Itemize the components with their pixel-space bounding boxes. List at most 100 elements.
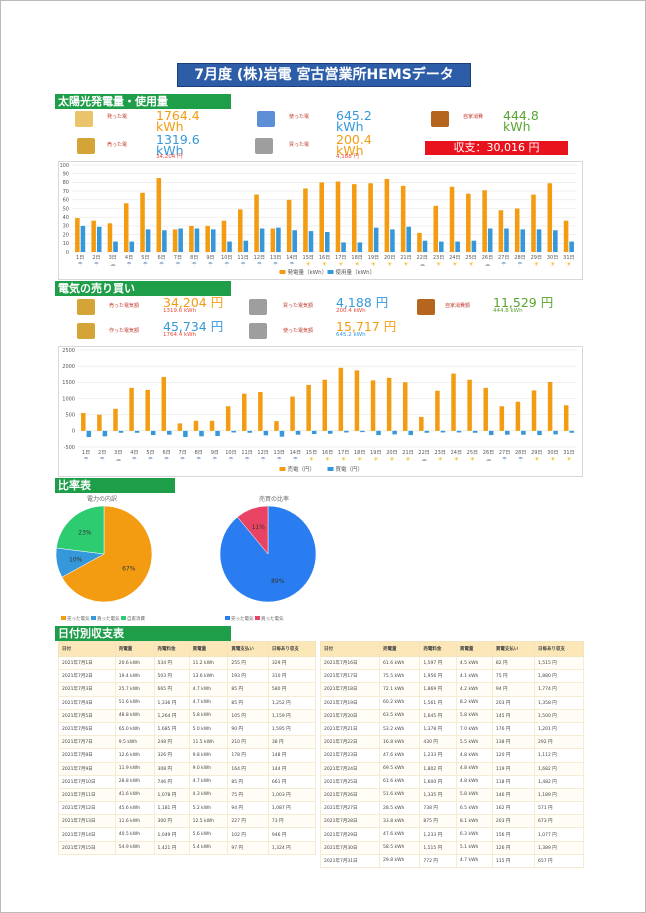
table-cell: 2021年7月16日 <box>319 655 381 671</box>
x-tick-label: 11日 <box>237 255 248 261</box>
table-cell: 1,515 円 <box>419 840 457 855</box>
rain-icon: ☂ <box>224 261 230 268</box>
bar-series-2 <box>373 227 379 252</box>
rain-icon: ☂ <box>228 456 234 463</box>
table-cell: 5.1 kWh <box>455 840 493 855</box>
bar-series-1 <box>547 382 553 431</box>
x-tick-label: 27日 <box>498 255 509 261</box>
legend-swatch <box>327 270 334 274</box>
table-cell: 11.9 kWh <box>114 761 155 776</box>
bar-series-1 <box>286 199 292 252</box>
table-row: 2021年7月1日 20.6 kWh 534 円 11.2 kWh 255 円 329 円 <box>58 655 317 671</box>
bought-sub: 4,188 円 <box>336 154 359 160</box>
section-solar-header: 太陽光発電量・使用量 <box>55 94 231 109</box>
x-tick-label: 7日 <box>174 255 182 261</box>
table-cell: 1,389 円 <box>533 840 585 855</box>
bar-series-1 <box>402 382 408 431</box>
x-tick-label: 30日 <box>547 255 558 261</box>
table-cell: 534 円 <box>153 655 190 671</box>
rain-icon: ☂ <box>126 261 132 268</box>
bar-series-2 <box>472 430 478 433</box>
table-cell: 1,181 円 <box>153 801 190 816</box>
self-consumed-value: 444.8 <box>503 108 539 123</box>
table-cell: 82 円 <box>491 655 535 671</box>
table-cell: 54.9 kWh <box>114 840 155 855</box>
used-label: 使った電 <box>289 114 310 120</box>
table-cell: 16.8 kWh <box>379 735 421 750</box>
bar-series-2 <box>406 226 412 252</box>
pie1-title: 電力の内訳 <box>87 496 118 503</box>
legend-swatch <box>279 270 286 274</box>
bar-series-2 <box>167 430 172 435</box>
table-cell: 1,378 円 <box>419 721 457 737</box>
table-cell: 4.8 kWh <box>455 748 493 763</box>
table-header-row: 日付 売電量 売電料金 買電量 買電支払い 日毎あり収支 <box>319 641 585 657</box>
bar-series-2 <box>328 430 333 434</box>
bar-series-1 <box>386 377 392 431</box>
rain-icon: ☂ <box>175 261 181 268</box>
y-tick-label: -500 <box>64 445 75 451</box>
table-cell: 2021年7月27日 <box>319 801 381 816</box>
table-cell: 72.1 kWh <box>379 682 421 697</box>
bar-series-2 <box>487 228 493 252</box>
column-header: 買電支払い <box>227 641 269 657</box>
sold-unit: kWh <box>156 143 184 158</box>
table-cell: 1,421 円 <box>153 840 190 855</box>
table-cell: 51.6 kWh <box>114 695 155 710</box>
bar-series-2 <box>390 229 395 252</box>
x-tick-label: 13日 <box>270 255 281 261</box>
bar-series-1 <box>306 384 311 431</box>
bar-series-2 <box>227 241 232 252</box>
x-tick-label: 31日 <box>563 450 574 456</box>
x-tick-label: 11日 <box>241 450 252 456</box>
money-bought-sub: 200.4 kWh <box>336 308 366 314</box>
table-cell: 2021年7月24日 <box>319 761 381 776</box>
bar-series-2 <box>292 230 297 252</box>
bar-series-1 <box>113 408 118 431</box>
bar-series-1 <box>319 182 324 252</box>
bar-series-1 <box>433 205 439 252</box>
table-cell: 75.5 kWh <box>379 669 421 684</box>
money-sold-label: 売った電気額 <box>109 303 140 309</box>
legend-label: 発電量（kWh） <box>288 268 328 276</box>
used-money-icon <box>249 323 267 339</box>
table-cell: 1,645 円 <box>419 708 457 723</box>
y-tick-label: 80 <box>63 180 69 186</box>
table-cell: 28.5 kWh <box>379 801 421 816</box>
x-tick-label: 2日 <box>92 255 100 261</box>
bar-series-1 <box>417 232 422 252</box>
bar-series-2 <box>263 430 269 436</box>
table-row: 2021年7月3日 25.7 kWh 665 円 4.7 kWh 85 円 580 円 <box>58 682 317 697</box>
bar-series-2 <box>504 228 509 252</box>
sun-icon: ☀ <box>534 261 540 268</box>
column-header: 日付 <box>319 641 381 657</box>
balance-badge: 収支：30,016 円 <box>425 141 568 155</box>
table-row: 2021年7月30日 58.5 kWh 1,515 円 5.1 kWh 126 円 1,3… <box>319 840 585 855</box>
sun-icon: ☀ <box>309 456 315 463</box>
table-cell: 2021年7月7日 <box>58 735 116 750</box>
table-cell: 1,880 円 <box>533 669 585 684</box>
table-cell: 2021年7月30日 <box>319 840 381 855</box>
x-tick-label: 12日 <box>257 450 268 456</box>
table-cell: 118 円 <box>491 774 535 789</box>
table-cell: 12.5 kWh <box>188 814 229 829</box>
table-cell: 2021年7月17日 <box>319 669 381 684</box>
bar-series-2 <box>311 430 317 435</box>
bar-series-1 <box>274 421 279 431</box>
table-cell: 1,077 円 <box>533 827 585 842</box>
bar-series-1 <box>237 209 243 252</box>
bar-series-2 <box>455 241 460 252</box>
money-used-label: 使った電気額 <box>283 328 314 334</box>
table-cell: 41.6 kWh <box>114 787 155 803</box>
legend-label: 自家消費 <box>127 615 145 622</box>
table-row: 2021年7月5日 48.8 kWh 1,264 円 5.8 kWh 105 円 1,15… <box>58 708 317 723</box>
sun-icon: ☀ <box>389 456 395 463</box>
bar-series-2 <box>392 430 397 435</box>
x-tick-label: 16日 <box>322 450 333 456</box>
x-tick-label: 4日 <box>125 255 133 261</box>
bar-series-2 <box>215 430 220 437</box>
table-cell: 248 円 <box>153 735 190 750</box>
column-header: 売電料金 <box>419 641 457 657</box>
bar-series-2 <box>259 228 265 252</box>
table-cell: 2021年7月29日 <box>319 827 381 842</box>
